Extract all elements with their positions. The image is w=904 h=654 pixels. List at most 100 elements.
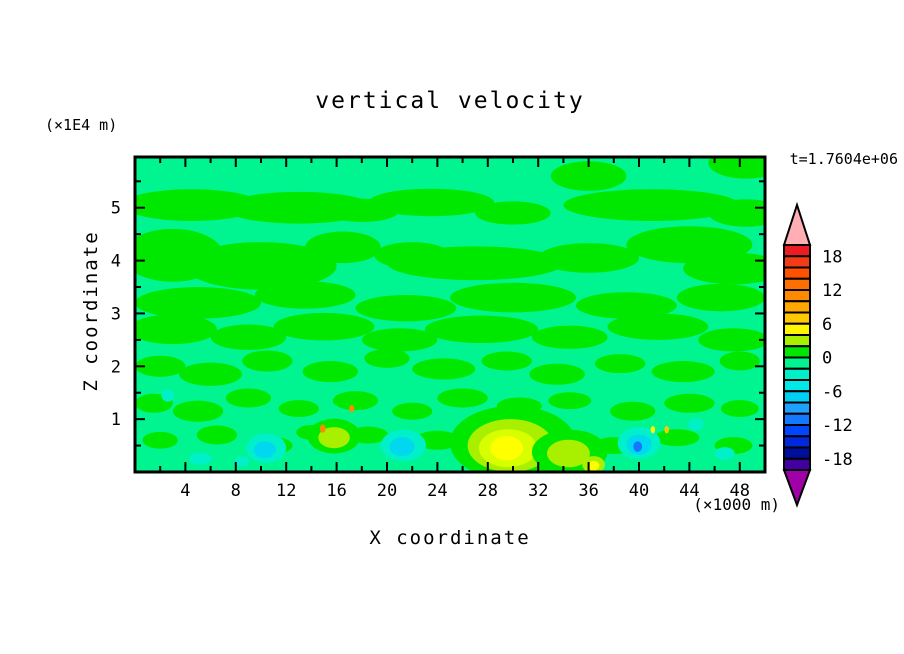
colorbar-segment [783, 424, 811, 438]
contour-feature [633, 441, 643, 452]
contour-patch [654, 429, 700, 447]
x-tick-label: 12 [276, 481, 296, 501]
contour-patch [210, 324, 287, 350]
colorbar-label: 12 [822, 281, 842, 301]
contour-patch [607, 313, 709, 340]
contour-patch [273, 312, 375, 341]
x-tick-label: 40 [629, 481, 649, 501]
x-tick-label: 4 [180, 481, 190, 501]
colorbar-label: 0 [822, 349, 832, 369]
contour-patch [664, 393, 715, 413]
colorbar-segment [783, 345, 811, 359]
colorbar-label: -18 [822, 450, 853, 470]
contour-patch [550, 161, 627, 191]
contour-feature [547, 439, 590, 468]
contour-patch [302, 361, 359, 383]
z-tick-label: 2 [111, 357, 121, 377]
contour-patch [368, 188, 495, 217]
colorbar-segment [783, 401, 811, 415]
x-tick-label: 8 [231, 481, 241, 501]
contour-patch [361, 328, 438, 352]
x-tick-label: 44 [679, 481, 699, 501]
colorbar-segment [783, 457, 811, 471]
x-tick-label: 32 [528, 481, 548, 501]
contour-patch [355, 294, 457, 322]
colorbar-arrow-up [782, 201, 812, 246]
x-tick-label: 20 [377, 481, 397, 501]
z-tick-label: 5 [111, 199, 121, 219]
contour-patch [719, 351, 760, 371]
contour-patch [651, 361, 715, 383]
colorbar-segment [783, 311, 811, 325]
contour-patch [392, 402, 433, 420]
colorbar-segment [783, 379, 811, 393]
colorbar-segment [783, 412, 811, 426]
contour-patch [576, 292, 677, 319]
contour-patch [225, 388, 272, 408]
contour-patch [475, 201, 551, 225]
contour-patch [708, 199, 765, 227]
contour-patch [563, 189, 740, 221]
contour-patch [683, 252, 765, 285]
colorbar-label: -6 [822, 382, 842, 402]
x-tick-label: 48 [730, 481, 750, 501]
colorbar-segment [783, 322, 811, 336]
contour-patch [414, 430, 461, 450]
colorbar-segment [783, 300, 811, 314]
contour-patch [278, 400, 319, 418]
contour-patch [437, 388, 488, 408]
contour-patch [424, 315, 539, 344]
contour-patch [538, 243, 639, 273]
contour-patch [698, 328, 765, 352]
z-tick-label: 3 [111, 304, 121, 324]
z-tick-label: 1 [111, 410, 121, 430]
contour-feature [490, 436, 524, 461]
contour-field [135, 157, 765, 472]
z-tick-label: 4 [111, 252, 121, 272]
contour-patch [142, 431, 178, 449]
colorbar-label: 6 [822, 315, 832, 335]
contour-patch [172, 400, 224, 422]
x-axis-title: X coordinate [369, 527, 531, 549]
contour-feature [587, 460, 600, 471]
contour-patch [594, 354, 646, 374]
contour-feature [189, 452, 212, 466]
contour-feature [253, 441, 277, 459]
contour-patch [481, 351, 532, 371]
x-tick-label: 36 [578, 481, 598, 501]
contour-patch [254, 281, 356, 309]
colorbar-segment [783, 334, 811, 348]
colorbar-segment [783, 446, 811, 460]
contour-patch [179, 362, 243, 386]
contour-patch [708, 157, 765, 179]
contour-patch [450, 282, 576, 313]
x-tick-label: 16 [326, 481, 346, 501]
contour-patch [387, 246, 564, 281]
contour-patch [720, 400, 759, 418]
contour-patch [196, 425, 238, 445]
contour-patch [332, 391, 379, 411]
contour-patch [135, 287, 261, 319]
contour-patch [364, 348, 410, 368]
colorbar-segment [783, 356, 811, 370]
contour-feature [714, 447, 735, 460]
page-title: vertical velocity [315, 88, 585, 114]
x-tick-label: 24 [427, 481, 447, 501]
colorbar-segment [783, 244, 811, 258]
colorbar-segment [783, 255, 811, 269]
plot-border [133, 155, 767, 474]
colorbar-label: -12 [822, 416, 853, 436]
contour-patch [610, 401, 656, 421]
contour-feature [318, 427, 350, 449]
time-annotation: t=1.7604e+06 [789, 150, 898, 168]
contour-patch [135, 355, 186, 377]
contour-feature [319, 424, 326, 433]
colorbar-segment [783, 277, 811, 291]
colorbar-segment [783, 435, 811, 449]
contour-patch [548, 392, 592, 410]
colorbar-label: 18 [822, 247, 842, 267]
contour-feature [688, 418, 704, 431]
contour-feature [650, 426, 656, 434]
